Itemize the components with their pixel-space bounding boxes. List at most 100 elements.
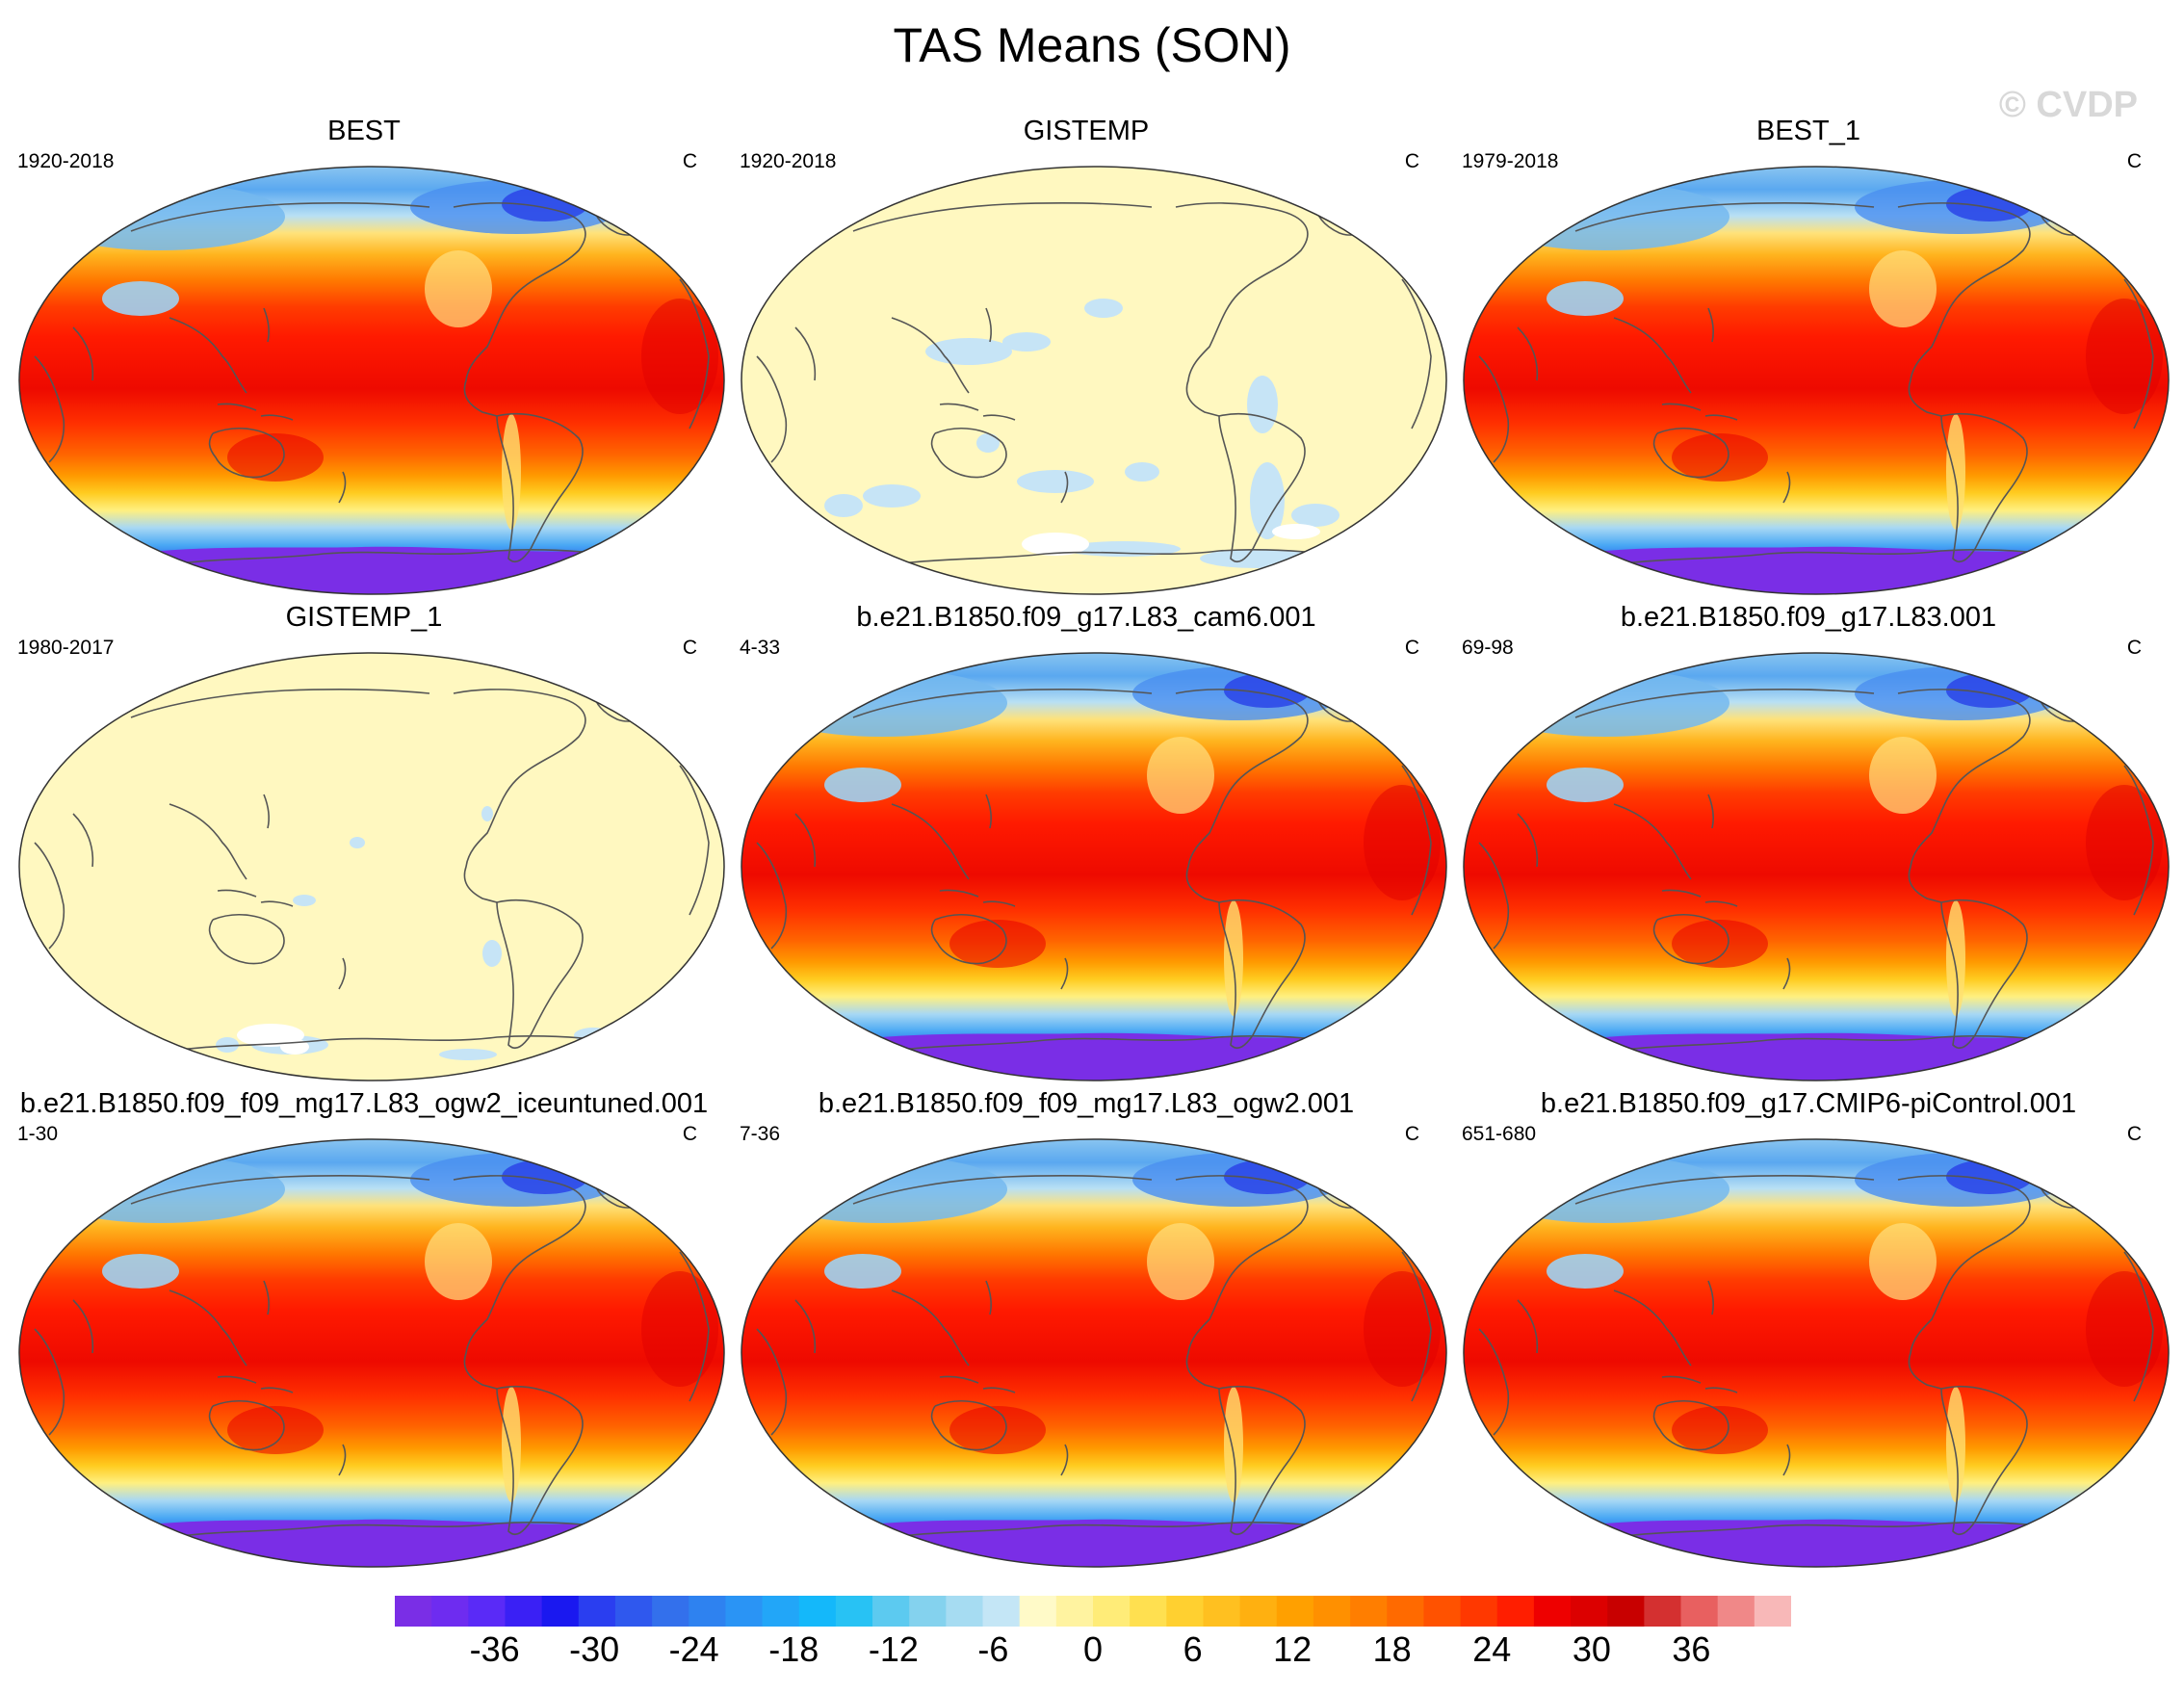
colorbar-swatch [835,1596,873,1627]
colorbar-swatch [689,1596,727,1627]
coastline [1594,1035,2096,1055]
cool-anomaly-region [925,338,1012,365]
panel-title: b.e21.B1850.f09_f09_mg17.L83_ogw2_iceunt… [19,1088,709,1119]
coastline [130,1174,430,1205]
map-panel-ogw2: b.e21.B1850.f09_f09_mg17.L83_ogw2.001 7-… [722,1088,1450,1570]
panel-period: 1979-2018 [1462,150,1559,172]
coastline [169,317,247,394]
rockies-cool-region [1147,1223,1214,1300]
australia-warm-region [227,433,324,482]
coastline [794,326,817,381]
panel-title: BEST [327,116,401,146]
australia-warm-region [949,1406,1046,1454]
panel-period: 1920-2018 [740,150,837,172]
coastline [985,1280,993,1315]
coastline [756,355,788,463]
panel-period: 7-36 [740,1123,781,1145]
andes-cool-region [1224,1387,1243,1502]
colorbar-swatch [1313,1596,1351,1627]
tibet-cold-region [824,768,901,802]
world-map [1463,166,2170,595]
colorbar-swatch [1754,1596,1791,1627]
world-map [741,1138,1447,1568]
coastline [939,1375,1016,1393]
africa-warm-region [2086,785,2163,900]
coastline [338,471,347,504]
coastline [939,889,1016,907]
colorbar-swatch [1571,1596,1608,1627]
coastline [1478,842,1510,950]
coastline [985,307,993,343]
missing-data-region [1272,524,1320,539]
colorbar-swatch [468,1596,507,1627]
cool-anomaly-region [863,484,921,508]
colorbar-tick-label: 6 [1183,1629,1203,1669]
coastline [1707,1280,1715,1315]
colorbar-tick-label: -24 [668,1629,719,1669]
coastline [871,549,1374,569]
map-panel-gistemp-1: GISTEMP_1 1980-2017 C [0,602,728,1083]
panel-unit: C [1404,637,1419,659]
map-panel-ogw2-iceuntuned: b.e21.B1850.f09_f09_mg17.L83_ogw2_iceunt… [0,1088,728,1570]
coastline [2123,765,2154,916]
panel-title: b.e21.B1850.f09_g17.L83.001 [1620,602,1997,633]
panel-title: b.e21.B1850.f09_g17.L83_cam6.001 [856,602,1316,633]
colorbar-swatch [1717,1596,1755,1627]
panel-period: 4-33 [740,637,781,659]
cool-anomaly-region [1084,299,1123,318]
colorbar-swatch [395,1596,432,1627]
australia-warm-region [227,1406,324,1454]
coastline [794,813,817,868]
coastline [453,689,586,903]
panel-period: 651-680 [1462,1123,1537,1145]
coastline [1652,428,1729,479]
tibet-cold-region [1547,768,1624,802]
missing-data-region [1022,533,1089,556]
coastline [930,914,1007,965]
colorbar-tick-label: -18 [768,1629,819,1669]
tibet-cold-region [824,1254,901,1289]
world-map [741,166,1447,595]
cool-anomaly-region [824,494,863,517]
rockies-cool-region [425,1223,492,1300]
panel-unit: C [682,1123,697,1145]
cool-anomaly-region [1125,462,1159,482]
coastline [263,1280,271,1315]
cool-anomaly-region [1247,376,1278,433]
colorbar-swatch [946,1596,984,1627]
colorbar-swatch [1644,1596,1682,1627]
coastline [34,1328,65,1436]
colorbar-swatch [578,1596,616,1627]
coastline [169,803,247,880]
coastline [1060,957,1069,990]
coastline [1897,689,2031,903]
map-border [18,166,725,595]
tibet-cold-region [1547,281,1624,316]
cool-anomaly-region [216,1037,239,1053]
colorbar-tick-label: 18 [1372,1629,1412,1669]
coastline [871,1035,1374,1055]
cool-anomaly-region [439,1049,497,1060]
map-border [18,1138,725,1568]
andes-cool-region [502,1387,521,1502]
cool-anomaly-region [293,895,316,906]
tibet-cold-region [102,1254,179,1289]
colorbar-swatch [909,1596,947,1627]
colorbar-labels: -36 -30 -24 -18 -12 -6 0 6 12 18 24 30 36 [0,1629,2184,1678]
coastline [1613,803,1692,880]
coastline [1175,202,1309,417]
colorbar-swatch [1276,1596,1314,1627]
coastline [679,278,710,430]
coastline [1652,1400,1729,1451]
coastline [939,403,1016,421]
coastline [149,549,652,569]
coastline [217,403,294,421]
cool-anomaly-region [976,433,1000,453]
coastline [1661,889,1738,907]
colorbar-swatch [798,1596,837,1627]
coastline [130,201,430,232]
colorbar-swatch [652,1596,689,1627]
coastline [930,1400,1007,1451]
australia-warm-region [1672,433,1768,482]
rockies-cool-region [1869,250,1937,327]
